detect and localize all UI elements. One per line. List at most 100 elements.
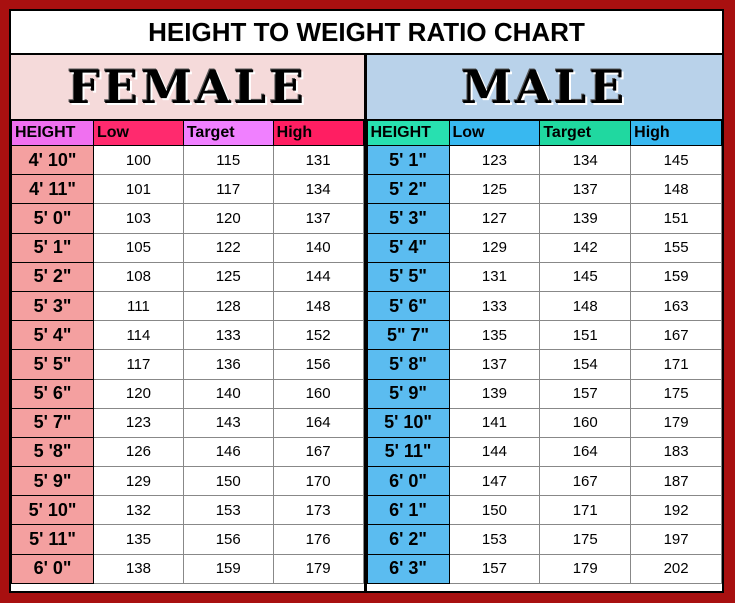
male-weight-cell: 125: [448, 174, 541, 205]
male-height-cell: 6' 2": [366, 524, 450, 555]
male-weight-cell: 159: [630, 261, 722, 292]
female-table-row: 5 '8" 126 146 167: [11, 436, 364, 468]
female-height-cell: 6' 0": [11, 553, 94, 584]
tables-container: FEMALE HEIGHT Low Target High 4' 10" 100 115 1…: [11, 55, 722, 593]
female-table-row: 5' 4" 114 133 152: [11, 320, 364, 351]
female-weight-cell: 111: [93, 290, 184, 322]
male-table-row: 5' 6" 133 148 163: [366, 290, 722, 322]
female-weight-cell: 122: [182, 232, 274, 263]
female-weight-cell: 123: [93, 407, 184, 438]
male-height-cell: 5" 7": [366, 320, 450, 351]
female-height-cell: 4' 11": [11, 174, 94, 205]
female-height-cell: 5' 5": [11, 349, 94, 380]
female-weight-cell: 108: [93, 261, 184, 292]
female-weight-cell: 140: [272, 232, 364, 263]
male-weight-cell: 137: [448, 349, 541, 380]
male-weight-cell: 148: [630, 174, 722, 205]
female-weight-cell: 135: [93, 524, 184, 555]
female-column-header: High: [272, 120, 364, 146]
female-table-row: 5' 10" 132 153 173: [11, 495, 364, 526]
male-table-row: 5' 1" 123 134 145: [366, 144, 722, 176]
male-height-cell: 5' 10": [366, 407, 450, 438]
male-weight-cell: 139: [448, 378, 541, 409]
male-height-cell: 5' 4": [366, 232, 450, 263]
male-height-cell: 5' 2": [366, 174, 450, 205]
female-column-header: Target: [182, 120, 274, 146]
male-table-row: 5' 10" 141 160 179: [366, 407, 722, 438]
male-weight-cell: 137: [539, 174, 632, 205]
female-table-row: 4' 10" 100 115 131: [11, 144, 364, 176]
male-weight-cell: 175: [630, 378, 722, 409]
female-height-cell: 5' 9": [11, 466, 94, 497]
male-weight-cell: 179: [630, 407, 722, 438]
female-table-row: 5' 3" 111 128 148: [11, 290, 364, 322]
male-column-header: HEIGHT: [366, 120, 450, 146]
male-height-cell: 5' 6": [366, 290, 450, 322]
female-weight-cell: 153: [182, 495, 274, 526]
male-height-cell: 5' 5": [366, 261, 450, 292]
male-weight-cell: 150: [448, 495, 541, 526]
female-height-cell: 5' 3": [11, 290, 94, 322]
male-weight-cell: 147: [448, 466, 541, 497]
female-header-row: HEIGHT Low Target High: [11, 120, 364, 146]
male-weight-cell: 133: [448, 290, 541, 322]
male-height-cell: 5' 11": [366, 436, 450, 468]
female-weight-cell: 167: [272, 436, 364, 468]
female-weight-cell: 176: [272, 524, 364, 555]
female-weight-cell: 132: [93, 495, 184, 526]
male-table-row: 5' 4" 129 142 155: [366, 232, 722, 263]
male-weight-cell: 151: [539, 320, 632, 351]
female-height-cell: 5' 11": [11, 524, 94, 555]
male-weight-cell: 148: [539, 290, 632, 322]
male-table-row: 5' 8" 137 154 171: [366, 349, 722, 380]
female-weight-cell: 128: [182, 290, 274, 322]
female-weight-cell: 125: [182, 261, 274, 292]
female-weight-cell: 115: [182, 144, 274, 176]
female-weight-cell: 148: [272, 290, 364, 322]
male-weight-cell: 187: [630, 466, 722, 497]
male-table-row: 6' 3" 157 179 202: [366, 553, 722, 584]
female-weight-cell: 156: [182, 524, 274, 555]
male-weight-cell: 155: [630, 232, 722, 263]
male-weight-cell: 145: [539, 261, 632, 292]
male-weight-cell: 157: [539, 378, 632, 409]
female-banner: FEMALE: [11, 55, 364, 120]
male-table-row: 5' 11" 144 164 183: [366, 436, 722, 468]
male-weight-cell: 183: [630, 436, 722, 468]
male-weight-cell: 139: [539, 203, 632, 234]
female-weight-cell: 117: [182, 174, 274, 205]
male-weight-cell: 145: [630, 144, 722, 176]
male-weight-cell: 153: [448, 524, 541, 555]
female-weight-cell: 101: [93, 174, 184, 205]
female-height-cell: 5' 0": [11, 203, 94, 234]
male-table-row: 5' 5" 131 145 159: [366, 261, 722, 292]
female-weight-cell: 156: [272, 349, 364, 380]
female-height-cell: 4' 10": [11, 144, 94, 176]
female-column-header: Low: [93, 120, 184, 146]
female-weight-cell: 150: [182, 466, 274, 497]
female-weight-cell: 120: [93, 378, 184, 409]
female-table: HEIGHT Low Target High 4' 10" 100 115 131 4' 11…: [11, 120, 364, 584]
male-table-row: 5' 2" 125 137 148: [366, 174, 722, 205]
male-weight-cell: 127: [448, 203, 541, 234]
female-column-header: HEIGHT: [11, 120, 94, 146]
male-weight-cell: 163: [630, 290, 722, 322]
male-section: MALE HEIGHT Low Target High 5' 1" 123 134 145 5…: [366, 55, 722, 593]
male-height-cell: 6' 1": [366, 495, 450, 526]
male-weight-cell: 142: [539, 232, 632, 263]
female-weight-cell: 117: [93, 349, 184, 380]
male-weight-cell: 160: [539, 407, 632, 438]
female-table-row: 5' 0" 103 120 137: [11, 203, 364, 234]
female-table-row: 4' 11" 101 117 134: [11, 174, 364, 205]
female-weight-cell: 173: [272, 495, 364, 526]
female-table-row: 5' 1" 105 122 140: [11, 232, 364, 263]
chart-frame: HEIGHT TO WEIGHT RATIO CHART FEMALE HEIG…: [9, 9, 724, 593]
male-weight-cell: 175: [539, 524, 632, 555]
female-weight-cell: 114: [93, 320, 184, 351]
male-weight-cell: 171: [630, 349, 722, 380]
female-weight-cell: 103: [93, 203, 184, 234]
female-table-row: 5' 11" 135 156 176: [11, 524, 364, 555]
male-weight-cell: 171: [539, 495, 632, 526]
male-table-row: 6' 1" 150 171 192: [366, 495, 722, 526]
female-weight-cell: 133: [182, 320, 274, 351]
